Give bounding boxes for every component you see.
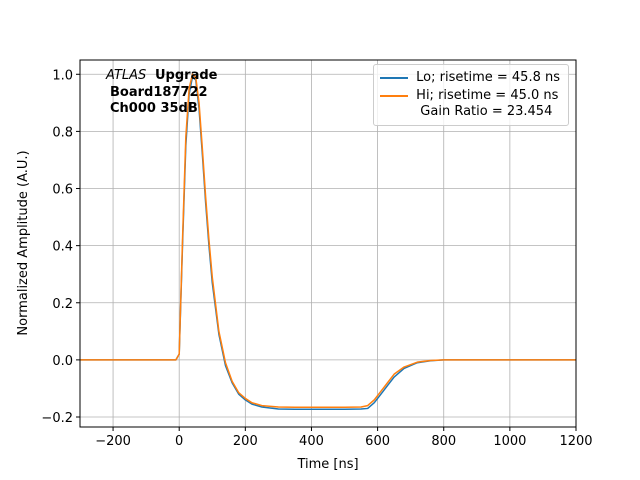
legend-label: Lo; risetime = 45.8 ns [416,70,560,85]
y-tick-label: 0.0 [52,354,73,369]
legend-entry: Hi; risetime = 45.0 ns Gain Ratio = 23.4… [380,88,560,120]
x-tick-label: 0 [175,434,183,449]
x-axis-label: Time [ns] [296,457,358,472]
annotation: ATLAS [105,68,146,83]
y-tick-label: 0.2 [52,297,73,312]
y-tick-label: 0.4 [52,240,73,255]
x-tick-label: 800 [431,434,456,449]
axes-frame [79,59,577,428]
x-tick-label: 200 [233,434,258,449]
annotation: Upgrade [155,68,218,83]
y-axis-label: Normalized Amplitude (A.U.) [16,150,31,335]
series-line [80,76,576,411]
series-line [80,73,576,409]
y-tick-label: 0.8 [52,125,73,140]
x-tick-label: 600 [365,434,390,449]
x-tick-label: −200 [95,434,131,449]
y-tick-label: 0.6 [52,183,73,198]
annotation: Ch000 35dB [110,101,198,116]
y-tick-label: −0.2 [41,411,73,426]
legend-entry: Lo; risetime = 45.8 ns [380,70,560,86]
legend: Lo; risetime = 45.8 ns Hi; risetime = 45.… [373,64,569,126]
legend-swatch [380,95,409,97]
x-tick-label: 400 [299,434,324,449]
y-tick-label: 1.0 [52,68,73,83]
x-tick-label: 1000 [493,434,526,449]
legend-swatch [380,77,409,79]
x-tick-label: 1200 [559,434,592,449]
legend-label: Hi; risetime = 45.0 ns Gain Ratio = 23.4… [416,88,559,119]
annotation: Board187722 [110,85,208,100]
